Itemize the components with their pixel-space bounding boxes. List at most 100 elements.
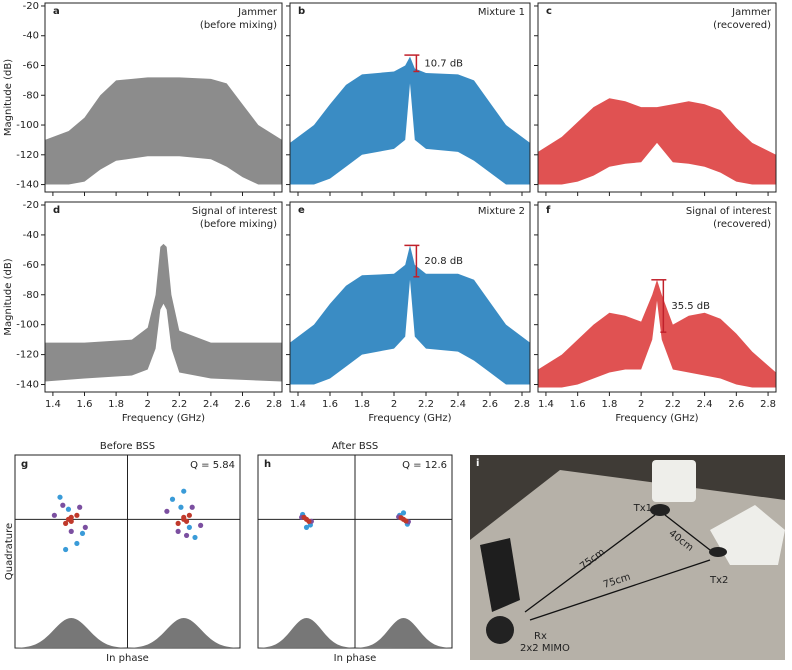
point — [77, 504, 83, 510]
point — [57, 494, 63, 500]
distribution — [15, 618, 128, 648]
chart-title: After BSS — [332, 441, 379, 452]
x-tick-label: 2.2 — [665, 399, 681, 410]
distribution — [258, 618, 355, 648]
point — [63, 520, 69, 526]
y-tick-label: -100 — [16, 120, 39, 131]
point — [60, 502, 66, 508]
panel-letter: f — [546, 205, 551, 216]
y-axis-label: Magnitude (dB) — [3, 59, 14, 136]
x-tick-label: 2.4 — [450, 399, 466, 410]
x-tick-label: 2 — [391, 399, 397, 410]
point — [400, 510, 407, 516]
photo-label: Tx2 — [709, 575, 728, 586]
x-tick-label: 2.8 — [514, 399, 530, 410]
plot-frame — [44, 2, 283, 193]
panel-title: Mixture 1 — [478, 7, 525, 18]
x-axis-label: In phase — [106, 653, 149, 664]
panel-title: Mixture 2 — [478, 206, 525, 217]
panel-letter: i — [476, 458, 479, 469]
panel-letter: h — [264, 459, 271, 470]
x-tick-label: 1.4 — [538, 399, 554, 410]
plot-frame — [289, 2, 531, 193]
x-tick-label: 1.8 — [354, 399, 370, 410]
y-tick-label: -100 — [16, 320, 39, 331]
rx-antenna — [480, 538, 520, 612]
distribution — [355, 618, 452, 648]
annotation: Q = 12.6 — [402, 460, 447, 471]
spectrum — [538, 98, 776, 185]
point — [175, 528, 181, 534]
point — [181, 488, 187, 494]
table — [470, 470, 785, 660]
x-tick-label: 2.6 — [728, 399, 744, 410]
x-tick-label: 2.6 — [482, 399, 498, 410]
x-tick-label: 1.6 — [322, 399, 338, 410]
x-tick-label: 2.6 — [235, 399, 251, 410]
point — [192, 534, 198, 541]
point — [164, 508, 170, 514]
y-tick-label: -120 — [16, 350, 39, 361]
y-tick-label: -40 — [23, 230, 39, 241]
y-tick-label: -20 — [23, 1, 39, 12]
photo-label: Rx — [534, 631, 547, 642]
point — [63, 546, 69, 553]
point — [306, 518, 312, 524]
photo-label: 2x2 MIMO — [520, 643, 570, 654]
arrow — [529, 559, 711, 621]
point — [51, 512, 57, 518]
rx-stand — [486, 616, 514, 644]
point — [74, 540, 80, 547]
x-tick-label: 2.2 — [418, 399, 434, 410]
x-tick-label: 2.2 — [171, 399, 187, 410]
point — [178, 504, 184, 510]
x-tick-label: 2 — [638, 399, 644, 410]
panel-letter: g — [21, 459, 28, 470]
tx1-antenna — [652, 460, 696, 502]
spectrum — [538, 279, 776, 388]
photo: i Tx1 40cm 75cm 75cm Tx2 Rx 2x2 MIMO — [470, 455, 785, 660]
x-tick-label: 1.6 — [570, 399, 586, 410]
x-tick-label: 1.8 — [108, 399, 124, 410]
annotation: 20.8 dB — [424, 256, 463, 267]
x-tick-label: 2.4 — [697, 399, 713, 410]
tx2-antenna — [710, 505, 785, 565]
plot-frame — [44, 201, 283, 393]
x-axis-label: In phase — [334, 653, 377, 664]
panel-title: Jammer — [237, 7, 278, 18]
arrow — [664, 514, 711, 551]
panel-title: (recovered) — [713, 20, 771, 31]
point — [398, 515, 404, 521]
x-tick-label: 2.8 — [760, 399, 776, 410]
point — [189, 504, 195, 510]
panel-letter: e — [298, 205, 305, 216]
point — [175, 520, 181, 526]
plot-frame — [537, 201, 777, 393]
annotation: Q = 5.84 — [190, 460, 235, 471]
chart-title: Before BSS — [100, 441, 155, 452]
y-axis-label: Magnitude (dB) — [3, 258, 14, 335]
spectrum — [45, 77, 282, 185]
panel-title: (before mixing) — [200, 20, 277, 31]
spectrum — [290, 56, 530, 185]
point — [301, 514, 307, 520]
y-tick-label: -40 — [23, 31, 39, 42]
x-tick-label: 1.4 — [290, 399, 306, 410]
panel-title: Signal of interest — [192, 206, 277, 217]
tx2-stand — [709, 547, 727, 557]
panel-letter: d — [53, 205, 60, 216]
point — [79, 530, 86, 537]
point — [65, 516, 72, 522]
panel-title: (recovered) — [713, 219, 771, 230]
point — [186, 524, 192, 530]
y-axis-label: Quadrature — [4, 523, 15, 580]
y-tick-label: -140 — [16, 180, 39, 191]
point — [403, 518, 409, 524]
x-tick-label: 1.4 — [45, 399, 61, 410]
spectrum — [45, 243, 282, 382]
tx1-stand — [650, 504, 670, 516]
point — [186, 512, 192, 518]
y-tick-label: -140 — [16, 380, 39, 391]
point — [74, 512, 80, 518]
y-tick-label: -80 — [23, 290, 39, 301]
